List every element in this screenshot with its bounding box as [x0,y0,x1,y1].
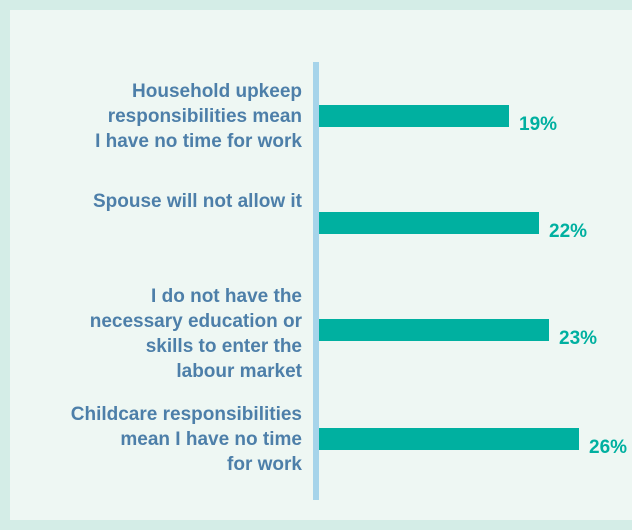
category-label-line: labour market [176,361,302,382]
bar-3 [319,319,549,341]
category-label-line: Household upkeep [132,80,302,102]
category-label-4: Childcare responsibilities mean I have no… [71,402,302,477]
value-label-4: 26% [589,437,627,458]
category-label-line: responsibilities mean [107,105,302,127]
bar-chart: 19% 22% 23% 26% [313,62,627,500]
bar-1 [319,105,509,127]
bar-4 [319,428,579,450]
category-label-line: mean I have no time [120,428,302,450]
value-label-3: 23% [559,328,597,349]
category-label-line: I do not have the [151,286,302,307]
chart-panel: Household upkeep responsibilities mean I h… [10,10,632,520]
category-label-line: necessary education or [89,311,302,332]
category-label-1: Household upkeep responsibilities mean I h… [95,79,302,154]
value-label-1: 19% [519,114,557,135]
category-label-line: for work [227,453,302,475]
category-axis [313,62,319,500]
bar-2 [319,212,539,234]
category-label-line: skills to enter the [145,336,302,357]
category-label-line: Childcare responsibilities [70,403,302,425]
category-label-2: Spouse will not allow it [93,189,302,214]
category-label-line: I have no time for work [95,130,302,152]
category-label-line: Spouse will not allow it [92,190,302,212]
category-label-3: I do not have the necessary education or s… [90,284,302,384]
value-label-2: 22% [549,221,587,242]
